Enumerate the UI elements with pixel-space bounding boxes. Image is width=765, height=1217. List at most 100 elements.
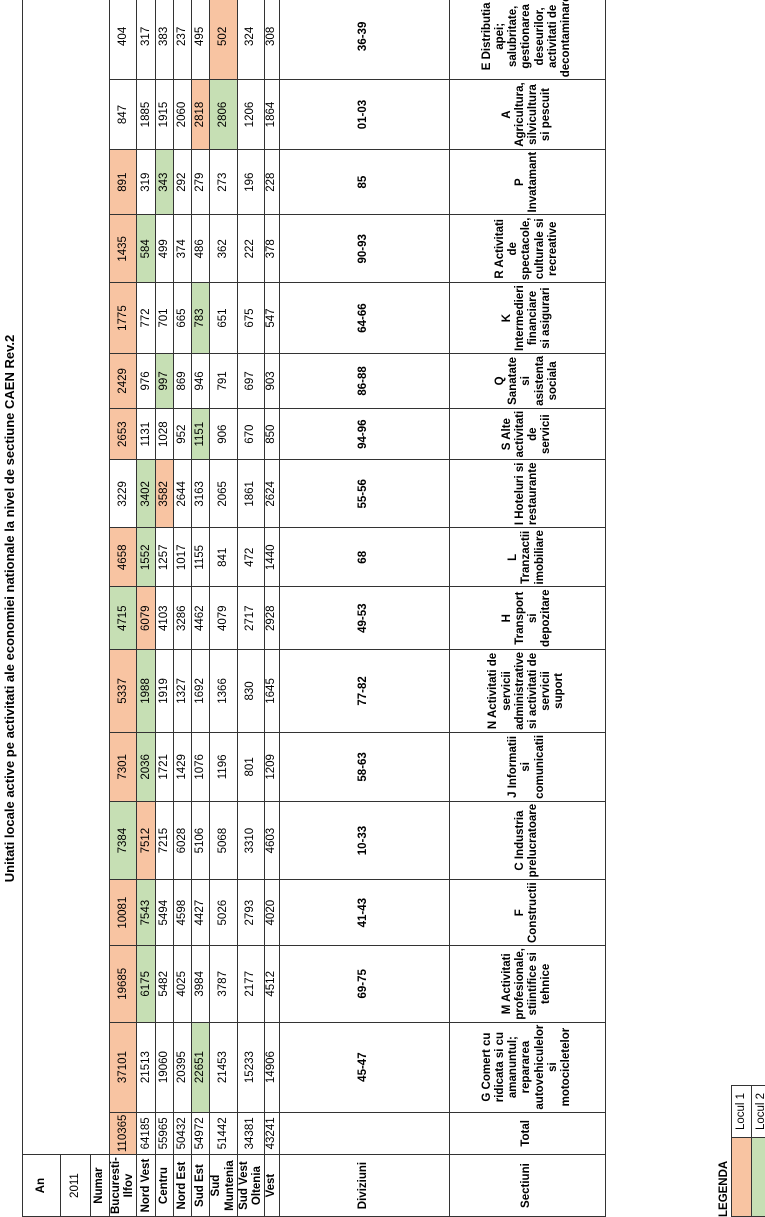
table-cell-value: 850 bbox=[264, 408, 280, 460]
table-cell-value: 946 bbox=[191, 353, 210, 409]
table-cell-value: 472 bbox=[237, 527, 265, 587]
table-cell-value: 2065 bbox=[209, 460, 238, 528]
table-cell-value: 1440 bbox=[264, 527, 280, 587]
table-cell-value: 830 bbox=[237, 649, 265, 733]
table-cell-value: 4462 bbox=[191, 586, 210, 650]
table-cell-division: 49-53 bbox=[279, 586, 450, 650]
table-cell-value: 1196 bbox=[209, 732, 238, 802]
table-cell-value: 502 bbox=[209, 0, 238, 80]
table-cell-value: 3229 bbox=[109, 460, 137, 528]
table-cell-value: 499 bbox=[155, 215, 174, 283]
table-cell-value: 2177 bbox=[237, 945, 265, 1023]
legend-label-locul-2: Locul 2 bbox=[752, 1085, 765, 1137]
table-cell-value: 319 bbox=[136, 149, 156, 215]
table-cell-division: 10-33 bbox=[279, 801, 450, 880]
table-cell-division: 90-93 bbox=[279, 215, 450, 283]
table-cell-section: N Activitati de servicii administrative … bbox=[449, 649, 606, 733]
table-cell-value: 51442 bbox=[209, 1112, 238, 1155]
table-cell-value: 1645 bbox=[264, 649, 280, 733]
table-cell-section: A Agricultura, silvicultura si pescuit bbox=[449, 79, 606, 150]
table-cell-value: 2818 bbox=[191, 79, 210, 150]
table-cell-value: 7512 bbox=[136, 801, 156, 880]
table-cell-value: 279 bbox=[191, 149, 210, 215]
table-cell-value: 324 bbox=[237, 0, 265, 80]
region-header: Centru bbox=[155, 1154, 174, 1217]
table-cell-value: 6079 bbox=[136, 586, 156, 650]
table-cell-section: L Tranzactii imobiliare bbox=[449, 527, 606, 587]
table-cell-value: 791 bbox=[209, 353, 238, 409]
table-cell-section: C Industria prelucratoare bbox=[449, 801, 606, 880]
table-cell-value: 2928 bbox=[264, 586, 280, 650]
data-table: An 2011 Numar Bucuresti-Ilfov 110365 37101 196… bbox=[22, 0, 606, 1217]
table-cell-value: 1721 bbox=[155, 732, 174, 802]
table-cell-value: 54972 bbox=[191, 1112, 210, 1155]
legend-label-locul-1: Locul 1 bbox=[731, 1085, 752, 1137]
table-cell-value: 1919 bbox=[155, 649, 174, 733]
table-cell-value: 50432 bbox=[173, 1112, 192, 1155]
table-cell-value: 2644 bbox=[173, 460, 192, 528]
table-cell-value: 228 bbox=[264, 149, 280, 215]
table-cell-section: M Activitati profesionale, stiintifice s… bbox=[449, 945, 606, 1023]
table-cell-value: 4603 bbox=[264, 801, 280, 880]
table-cell-value: 4715 bbox=[109, 586, 137, 650]
table-cell-division: 55-56 bbox=[279, 460, 450, 528]
table-cell-value: 801 bbox=[237, 732, 265, 802]
table-cell-division: 94-96 bbox=[279, 408, 450, 460]
table-cell-value: 378 bbox=[264, 215, 280, 283]
table-cell-value: 1151 bbox=[191, 408, 210, 460]
region-header: Sud Muntenia bbox=[209, 1154, 238, 1217]
table-cell-value: 772 bbox=[136, 282, 156, 354]
table-cell-division: 69-75 bbox=[279, 945, 450, 1023]
table-cell-value: 6175 bbox=[136, 945, 156, 1023]
table-cell-value: 3286 bbox=[173, 586, 192, 650]
legend-swatch-locul-1 bbox=[731, 1137, 752, 1217]
table-cell-value: 4658 bbox=[109, 527, 137, 587]
table-cell-value: 651 bbox=[209, 282, 238, 354]
table-cell-value: 5106 bbox=[191, 801, 210, 880]
table-cell-value: 222 bbox=[237, 215, 265, 283]
table-cell-value: 19685 bbox=[109, 945, 137, 1023]
header-unit: Numar bbox=[90, 1154, 110, 1217]
table-cell-value: 1692 bbox=[191, 649, 210, 733]
table-cell-value: 317 bbox=[136, 0, 156, 80]
legend: LEGENDA Locul 1 Locul 2 bbox=[717, 1085, 765, 1217]
table-cell-value: 5026 bbox=[209, 879, 238, 946]
table-cell-value: 1885 bbox=[136, 79, 156, 150]
table-cell-value: 7301 bbox=[109, 732, 137, 802]
legend-item: Locul 1 bbox=[731, 1085, 752, 1217]
table-cell-value: 2036 bbox=[136, 732, 156, 802]
region-header: Vest bbox=[264, 1154, 280, 1217]
table-cell-value: 5482 bbox=[155, 945, 174, 1023]
table-cell-value: 110365 bbox=[109, 1112, 137, 1155]
table-cell-value: 547 bbox=[264, 282, 280, 354]
table-cell-section: E Distributia apei; salubritate, gestion… bbox=[449, 0, 606, 80]
table-cell-value: 308 bbox=[264, 0, 280, 80]
table-cell-value: 783 bbox=[191, 282, 210, 354]
table-cell-value: 196 bbox=[237, 149, 265, 215]
table-cell-value: 3984 bbox=[191, 945, 210, 1023]
table-cell-value: 4079 bbox=[209, 586, 238, 650]
table-cell-value: 1429 bbox=[173, 732, 192, 802]
table-cell-value: 2653 bbox=[109, 408, 137, 460]
table-cell-value: 1028 bbox=[155, 408, 174, 460]
table-cell-value: 2624 bbox=[264, 460, 280, 528]
table-cell-value: 34381 bbox=[237, 1112, 265, 1155]
header-blank bbox=[22, 0, 110, 1155]
table-cell-value: 374 bbox=[173, 215, 192, 283]
table-cell-value: 43241 bbox=[264, 1112, 280, 1155]
table-cell-value: 675 bbox=[237, 282, 265, 354]
table-cell-value: 1257 bbox=[155, 527, 174, 587]
table-cell-division bbox=[279, 1112, 450, 1155]
table-cell-value: 584 bbox=[136, 215, 156, 283]
table-cell-value: 2806 bbox=[209, 79, 238, 150]
table-cell-value: 1155 bbox=[191, 527, 210, 587]
table-cell-value: 1861 bbox=[237, 460, 265, 528]
table-cell-value: 4103 bbox=[155, 586, 174, 650]
table-cell-value: 495 bbox=[191, 0, 210, 80]
table-cell-value: 20395 bbox=[173, 1022, 192, 1113]
table-cell-value: 362 bbox=[209, 215, 238, 283]
table-cell-section: J Informatii si comunicatii bbox=[449, 732, 606, 802]
region-header: Bucuresti-Ilfov bbox=[109, 1154, 137, 1217]
table-cell-value: 3582 bbox=[155, 460, 174, 528]
